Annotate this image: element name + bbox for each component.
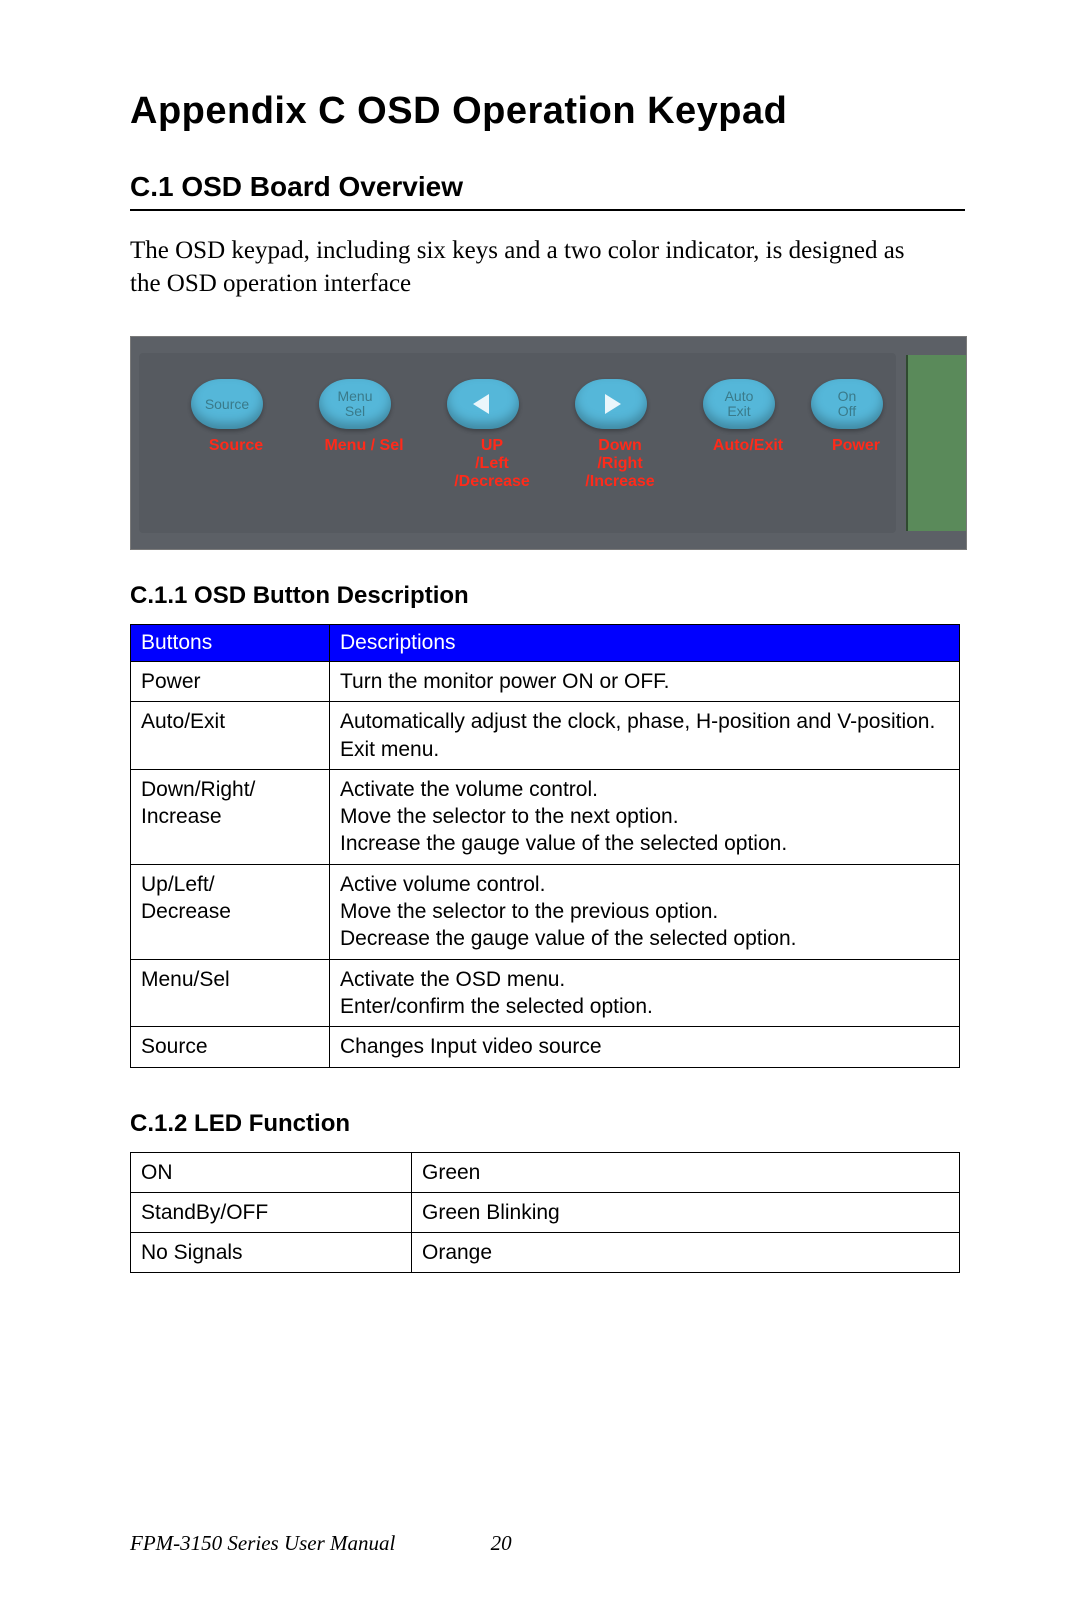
keypad-button [447,379,519,429]
section-rule [130,209,965,211]
button-name-cell: Down/Right/ Increase [131,769,330,864]
keypad-button-face [575,379,647,429]
footer-page-number: 20 [491,1531,512,1555]
keypad-button [575,379,647,429]
keypad-button: Source [191,379,263,429]
section-c1-heading: C.1 OSD Board Overview [130,171,965,203]
button-name-cell: Up/Left/ Decrease [131,864,330,959]
button-name-cell: Source [131,1027,330,1067]
section-c11-heading: C.1.1 OSD Button Description [130,582,965,610]
button-name-cell: Power [131,662,330,702]
right-arrow-icon [595,392,627,416]
table-row: Down/Right/ IncreaseActivate the volume … [131,769,960,864]
keypad-button: On Off [811,379,883,429]
led-color-cell: Green [412,1152,960,1192]
keypad-red-label: UP /Left /Decrease [437,437,547,491]
left-arrow-icon [467,392,499,416]
table-row: No SignalsOrange [131,1233,960,1273]
button-desc-cell: Turn the monitor power ON or OFF. [330,662,960,702]
table-row: ONGreen [131,1152,960,1192]
keypad-red-label: Source [181,437,291,455]
button-name-cell: Menu/Sel [131,959,330,1027]
table-header-buttons: Buttons [131,625,330,662]
led-state-cell: ON [131,1152,412,1192]
table-row: SourceChanges Input video source [131,1027,960,1067]
keypad-button-face: Menu Sel [319,379,391,429]
led-color-cell: Green Blinking [412,1192,960,1232]
section-c1-body: The OSD keypad, including six keys and a… [130,235,920,300]
led-state-cell: No Signals [131,1233,412,1273]
table-row: StandBy/OFFGreen Blinking [131,1192,960,1232]
keypad-button-text: Menu Sel [337,389,372,418]
keypad-pcb-edge [906,355,966,531]
keypad-button-text: Auto Exit [725,389,754,418]
keypad-red-label: Down /Right /Increase [565,437,675,491]
button-desc-cell: Changes Input video source [330,1027,960,1067]
keypad-button-face [447,379,519,429]
keypad-button-face: Auto Exit [703,379,775,429]
keypad-photo: Source Source Menu Sel Menu / Sel UP /Left /… [130,336,967,550]
document-page: Appendix C OSD Operation Keypad C.1 OSD … [0,0,1080,1618]
osd-button-table: Buttons Descriptions PowerTurn the monit… [130,624,960,1068]
keypad-button-text: On Off [838,389,857,418]
keypad-red-label: Auto/Exit [693,437,803,455]
keypad-red-label: Menu / Sel [309,437,419,455]
table-row: Auto/ExitAutomatically adjust the clock,… [131,702,960,770]
keypad-button: Auto Exit [703,379,775,429]
table-header-descriptions: Descriptions [330,625,960,662]
keypad-button: Menu Sel [319,379,391,429]
table-row: PowerTurn the monitor power ON or OFF. [131,662,960,702]
table-row: Up/Left/ DecreaseActive volume control. … [131,864,960,959]
button-desc-cell: Activate the OSD menu. Enter/confirm the… [330,959,960,1027]
appendix-title: Appendix C OSD Operation Keypad [130,90,965,133]
button-desc-cell: Automatically adjust the clock, phase, H… [330,702,960,770]
led-state-cell: StandBy/OFF [131,1192,412,1232]
footer-manual-name: FPM-3150 Series User Manual [130,1531,395,1555]
led-function-table: ONGreenStandBy/OFFGreen BlinkingNo Signa… [130,1152,960,1274]
button-desc-cell: Active volume control. Move the selector… [330,864,960,959]
keypad-button-face: On Off [811,379,883,429]
keypad-button-text: Source [205,397,249,412]
section-c12-heading: C.1.2 LED Function [130,1110,965,1138]
keypad-red-label: Power [801,437,911,455]
page-footer: FPM-3150 Series User Manual 20 [130,1531,512,1556]
led-color-cell: Orange [412,1233,960,1273]
button-desc-cell: Activate the volume control. Move the se… [330,769,960,864]
button-name-cell: Auto/Exit [131,702,330,770]
keypad-button-face: Source [191,379,263,429]
table-row: Menu/SelActivate the OSD menu. Enter/con… [131,959,960,1027]
